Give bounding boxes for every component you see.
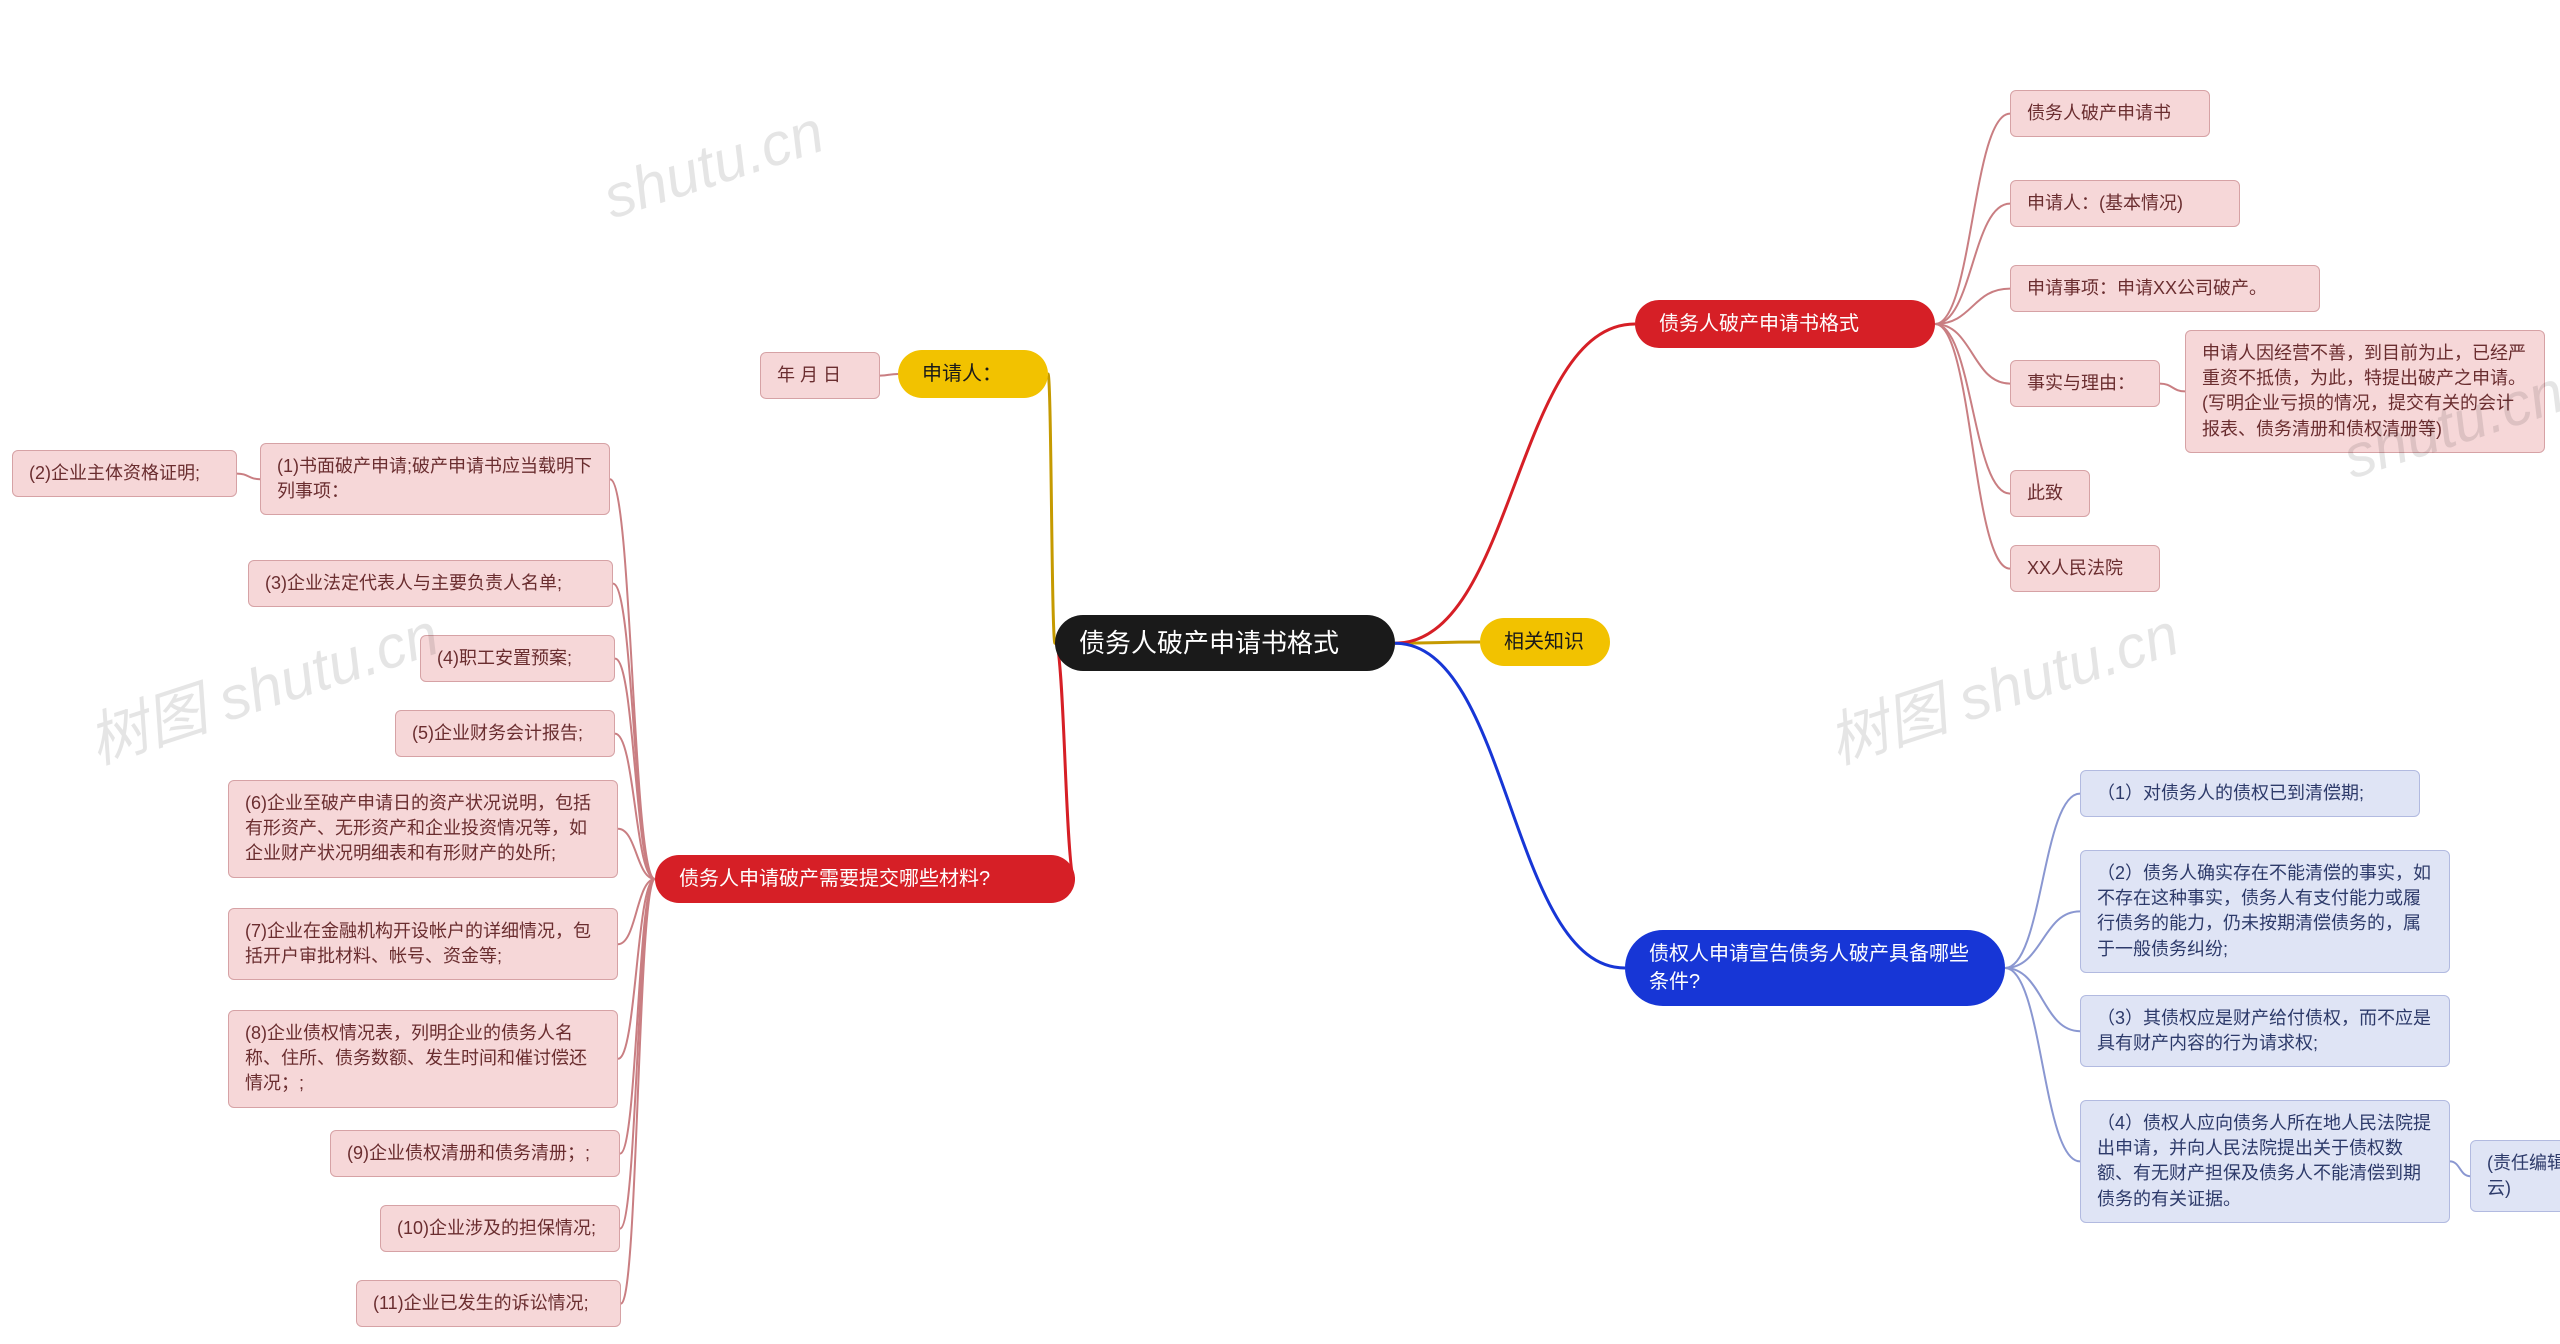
leaf-node[interactable]: （2）债务人确实存在不能清偿的事实，如不存在这种事实，债务人有支付能力或履行债务… bbox=[2080, 850, 2450, 973]
leaf-node[interactable]: (1)书面破产申请;破产申请书应当载明下列事项： bbox=[260, 443, 610, 515]
leaf-node[interactable]: (7)企业在金融机构开设帐户的详细情况，包括开户审批材料、帐号、资金等; bbox=[228, 908, 618, 980]
leaf-node[interactable]: XX人民法院 bbox=[2010, 545, 2160, 592]
leaf-node[interactable]: 年 月 日 bbox=[760, 352, 880, 399]
leaf-node[interactable]: （4）债权人应向债务人所在地人民法院提出申请，并向人民法院提出关于债权数额、有无… bbox=[2080, 1100, 2450, 1223]
branch-node-b1[interactable]: 申请人： bbox=[898, 350, 1048, 398]
leaf-node[interactable]: 申请人：(基本情况) bbox=[2010, 180, 2240, 227]
leaf-node[interactable]: (9)企业债权清册和债务清册；; bbox=[330, 1130, 620, 1177]
leaf-node[interactable]: (11)企业已发生的诉讼情况; bbox=[356, 1280, 621, 1327]
watermark: 树图 shutu.cn bbox=[1815, 586, 2188, 781]
leaf-node[interactable]: 此致 bbox=[2010, 470, 2090, 517]
leaf-node[interactable]: (6)企业至破产申请日的资产状况说明，包括有形资产、无形资产和企业投资情况等，如… bbox=[228, 780, 618, 878]
branch-node-b5[interactable]: 债权人申请宣告债务人破产具备哪些条件? bbox=[1625, 930, 2005, 1006]
leaf-node[interactable]: （3）其债权应是财产给付债权，而不应是具有财产内容的行为请求权; bbox=[2080, 995, 2450, 1067]
leaf-node[interactable]: 债务人破产申请书 bbox=[2010, 90, 2210, 137]
leaf-node[interactable]: 申请人因经营不善，到目前为止，已经严重资不抵债，为此，特提出破产之申请。(写明企… bbox=[2185, 330, 2545, 453]
branch-node-b3[interactable]: 债务人破产申请书格式 bbox=[1635, 300, 1935, 348]
leaf-node[interactable]: (2)企业主体资格证明; bbox=[12, 450, 237, 497]
leaf-node[interactable]: (4)职工安置预案; bbox=[420, 635, 615, 682]
leaf-node[interactable]: (责任编辑：小云) bbox=[2470, 1140, 2560, 1212]
root-node[interactable]: 债务人破产申请书格式 bbox=[1055, 615, 1395, 671]
leaf-node[interactable]: （1）对债务人的债权已到清偿期; bbox=[2080, 770, 2420, 817]
mindmap-canvas: 债务人破产申请书格式申请人：年 月 日相关知识债务人破产申请书格式债务人破产申请… bbox=[0, 0, 2560, 1344]
leaf-node[interactable]: (8)企业债权情况表，列明企业的债务人名称、住所、债务数额、发生时间和催讨偿还情… bbox=[228, 1010, 618, 1108]
branch-node-b2[interactable]: 相关知识 bbox=[1480, 618, 1610, 666]
branch-node-b4[interactable]: 债务人申请破产需要提交哪些材料? bbox=[655, 855, 1075, 903]
leaf-node[interactable]: 申请事项：申请XX公司破产。 bbox=[2010, 265, 2320, 312]
leaf-node[interactable]: 事实与理由： bbox=[2010, 360, 2160, 407]
leaf-node[interactable]: (3)企业法定代表人与主要负责人名单; bbox=[248, 560, 613, 607]
leaf-node[interactable]: (5)企业财务会计报告; bbox=[395, 710, 615, 757]
leaf-node[interactable]: (10)企业涉及的担保情况; bbox=[380, 1205, 620, 1252]
watermark: 树图 shutu.cn bbox=[75, 586, 448, 781]
watermark: shutu.cn bbox=[595, 97, 832, 233]
